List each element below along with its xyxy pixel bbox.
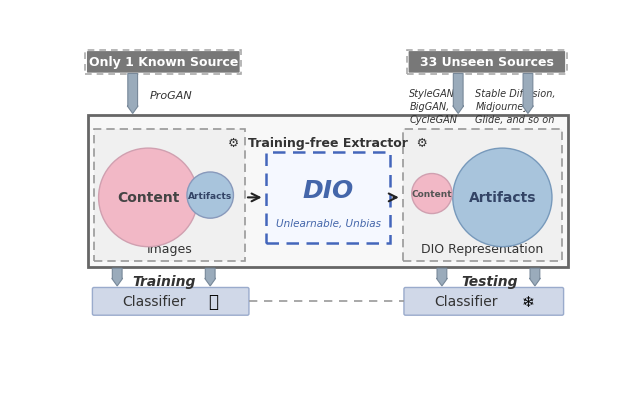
Text: Training: Training (132, 275, 195, 289)
Text: ❄️: ❄️ (522, 294, 534, 309)
Polygon shape (452, 74, 463, 114)
Text: Classifier: Classifier (122, 295, 186, 309)
Circle shape (412, 174, 452, 214)
Polygon shape (127, 74, 138, 114)
FancyBboxPatch shape (403, 130, 562, 261)
FancyBboxPatch shape (92, 288, 249, 316)
Circle shape (452, 149, 552, 247)
Text: Images: Images (147, 243, 193, 255)
FancyBboxPatch shape (266, 152, 390, 243)
Circle shape (99, 149, 198, 247)
Text: Only 1 Known Source: Only 1 Known Source (88, 56, 238, 69)
Text: 🔥: 🔥 (208, 293, 218, 310)
Polygon shape (205, 269, 216, 286)
Text: Content: Content (412, 190, 452, 198)
Polygon shape (436, 269, 447, 286)
Circle shape (187, 172, 234, 219)
Text: StyleGAN,
BigGAN,
CycleGAN: StyleGAN, BigGAN, CycleGAN (410, 89, 458, 125)
Text: Artifacts: Artifacts (188, 191, 232, 200)
Text: ProGAN: ProGAN (150, 91, 193, 101)
Text: ⚙  Training-free Extractor  ⚙: ⚙ Training-free Extractor ⚙ (228, 137, 428, 150)
FancyBboxPatch shape (87, 52, 239, 73)
Text: Testing: Testing (461, 275, 518, 289)
Text: 33 Unseen Sources: 33 Unseen Sources (420, 56, 554, 69)
Text: DIO: DIO (302, 179, 354, 203)
Text: Content: Content (117, 191, 179, 205)
Text: Unlearnable, Unbias: Unlearnable, Unbias (275, 218, 381, 228)
Text: Artifacts: Artifacts (468, 191, 536, 205)
FancyBboxPatch shape (88, 116, 568, 268)
Text: Stable Diffusion,
Midjourney,
Glide, and so on: Stable Diffusion, Midjourney, Glide, and… (476, 89, 556, 125)
Polygon shape (522, 74, 533, 114)
FancyBboxPatch shape (404, 288, 564, 316)
Polygon shape (529, 269, 540, 286)
FancyBboxPatch shape (408, 52, 565, 73)
FancyBboxPatch shape (94, 130, 245, 261)
Text: Classifier: Classifier (434, 295, 498, 309)
Polygon shape (112, 269, 123, 286)
Text: DIO Representation: DIO Representation (422, 243, 544, 255)
